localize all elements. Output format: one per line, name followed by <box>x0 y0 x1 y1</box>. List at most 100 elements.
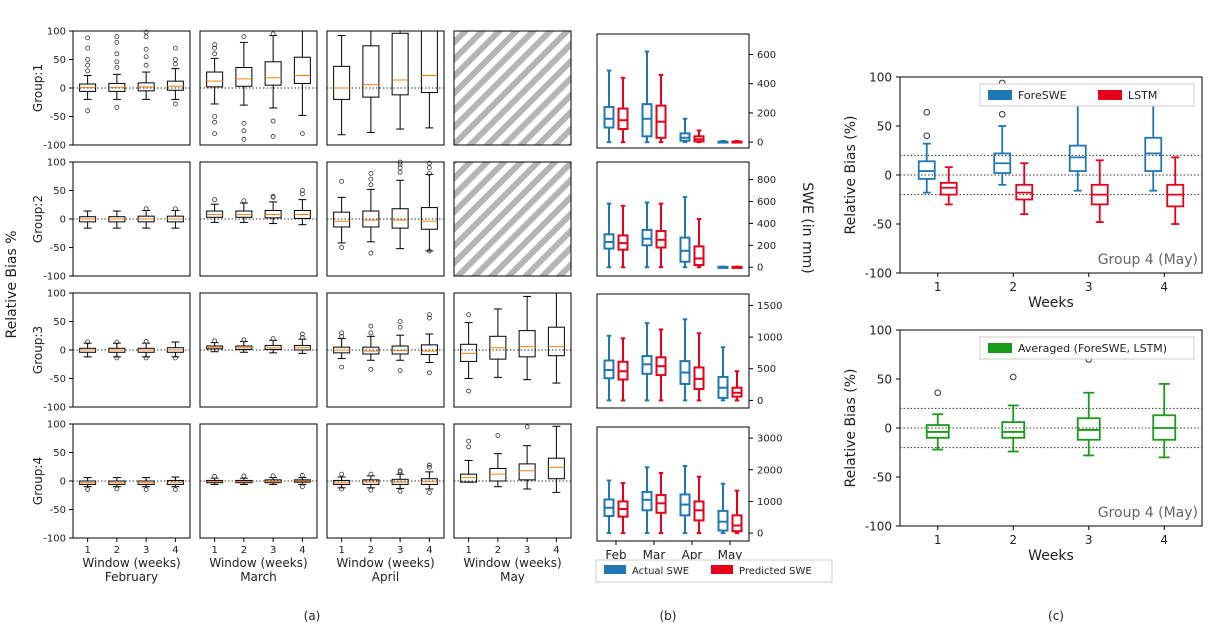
panel-b: 0 200 400 600 0 200 400 600 800 0 500 1000 1500 0 1000… <box>595 33 833 583</box>
outlier <box>299 131 305 137</box>
outlier <box>397 159 403 165</box>
legend-swatch <box>1098 90 1122 100</box>
month-label-february: February <box>105 570 158 584</box>
xlabel-weeks: Weeks <box>1028 295 1074 311</box>
outlier <box>143 62 149 68</box>
outlier <box>339 178 345 184</box>
ytick-label: 50 <box>877 120 892 134</box>
group-label-3: Group:3 <box>31 326 45 374</box>
outlier <box>270 193 276 199</box>
ytick-label: 500 <box>757 364 776 375</box>
ylabel-relative-bias: Relative Bias (%) <box>843 116 859 235</box>
outlier <box>241 120 247 126</box>
ytick-label: 600 <box>757 50 776 61</box>
outlier <box>466 388 472 394</box>
box-week-1-box <box>206 71 224 88</box>
xtick-label: 4 <box>553 545 559 556</box>
legend-swatch-actual <box>604 565 626 574</box>
group-label-1: Group:1 <box>31 64 45 112</box>
outlier <box>339 486 345 492</box>
xtick-label: 3 <box>143 545 149 556</box>
box-week-2-box <box>362 346 380 355</box>
outlier <box>212 131 218 137</box>
ytick-label: 400 <box>757 79 776 90</box>
ytick-label: 50 <box>53 317 66 328</box>
ytick-label: 0 <box>757 263 763 274</box>
outlier <box>114 104 120 110</box>
outlier <box>172 101 178 107</box>
lstm-week-1-box <box>939 181 958 196</box>
outlier <box>339 471 345 477</box>
box-week-2-box <box>362 210 380 228</box>
box-week-1-box <box>333 65 351 100</box>
legend-label: Averaged (ForeSWE, LSTM) <box>1018 342 1167 355</box>
outlier <box>143 339 149 344</box>
group-label-4: Group:4 <box>31 457 45 505</box>
xtick-label: 1 <box>934 280 942 294</box>
outlier <box>270 336 276 342</box>
bias-chart-c-top: -100 -50 0 50 100 1 2 3 4 Weeks Relative Bias (%) G… <box>843 71 1203 311</box>
xtick-label: 1 <box>934 533 942 547</box>
box-week-4-box <box>293 56 311 84</box>
lstm-week-4-box <box>1166 183 1185 208</box>
xtick-label-apr: Apr <box>682 548 703 562</box>
subplot-frame <box>596 293 750 409</box>
outlier <box>241 128 247 134</box>
ytick-label: -100 <box>865 520 892 534</box>
ytick-label: 0 <box>757 529 763 540</box>
ytick-label: -100 <box>865 267 892 281</box>
outlier <box>368 487 374 493</box>
outlier <box>495 432 501 438</box>
outlier <box>85 339 91 345</box>
box-week-4-box <box>420 344 438 356</box>
outlier <box>934 389 942 397</box>
ytick-label: 0 <box>884 422 892 436</box>
outlier <box>114 34 120 40</box>
ytick-label: -50 <box>50 374 66 385</box>
outlier <box>368 323 374 329</box>
ytick-label: 100 <box>47 289 66 300</box>
outlier <box>114 355 120 361</box>
ytick-label: -100 <box>43 534 66 545</box>
ytick-label: 2000 <box>757 465 782 476</box>
outlier <box>299 335 305 340</box>
outlier <box>85 57 91 62</box>
outlier <box>241 34 247 40</box>
xtick-label: 2 <box>241 545 247 556</box>
outlier <box>299 472 305 478</box>
outlier <box>172 45 178 51</box>
subplot-frame <box>453 292 572 408</box>
ytick-label: 100 <box>869 71 892 85</box>
ytick-label: 400 <box>757 219 776 230</box>
actual-swe-apr-box <box>679 236 691 263</box>
outlier <box>212 119 218 125</box>
xtick-label: 2 <box>368 545 374 556</box>
outlier <box>241 198 247 204</box>
ytick-label: 0 <box>757 138 763 149</box>
ytick-label: 100 <box>47 420 66 431</box>
ytick-label: 100 <box>47 158 66 169</box>
outlier <box>397 368 403 373</box>
xtick-label: 4 <box>426 545 432 556</box>
outlier <box>466 312 472 318</box>
xlabel-weeks: Weeks <box>1028 548 1074 564</box>
swe-subplot-1: 0 200 400 600 <box>596 33 776 149</box>
outlier <box>270 31 276 37</box>
outlier <box>114 59 120 65</box>
ytick-label: 600 <box>757 197 776 208</box>
xtick-label-mar: Mar <box>643 548 666 562</box>
outlier <box>339 245 345 250</box>
ytick-label: 100 <box>869 324 892 338</box>
outlier <box>114 51 120 57</box>
outlier <box>299 191 305 197</box>
outlier <box>143 487 149 492</box>
subplot-3-3 <box>326 292 445 408</box>
legend-label-actual: Actual SWE <box>632 566 689 577</box>
box-week-4-box <box>547 326 565 357</box>
outlier <box>212 338 218 344</box>
legend-swatch <box>988 343 1012 353</box>
legend: Averaged (ForeSWE, LSTM) <box>979 336 1195 360</box>
outlier <box>143 206 149 212</box>
ytick-label: 1500 <box>757 301 782 312</box>
xlabel-window: Window (weeks) <box>336 556 434 570</box>
